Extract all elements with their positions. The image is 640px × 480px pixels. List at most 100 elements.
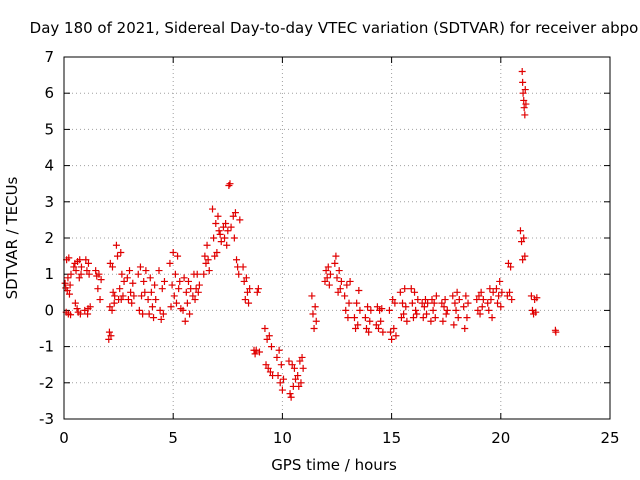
- data-point: [311, 303, 319, 311]
- data-point: [209, 205, 217, 213]
- data-point: [353, 299, 361, 307]
- x-tick-labels: 0 5 10 15 20 25: [59, 429, 619, 447]
- data-point: [255, 348, 263, 356]
- data-point: [421, 296, 429, 304]
- data-point: [402, 303, 410, 311]
- data-point: [64, 274, 72, 282]
- data-point: [516, 227, 524, 235]
- data-point: [176, 277, 184, 285]
- data-point: [326, 270, 334, 278]
- data-point: [170, 292, 178, 300]
- data-point: [451, 299, 459, 307]
- data-point: [552, 328, 560, 336]
- data-point: [251, 350, 259, 358]
- data-point: [299, 364, 307, 372]
- data-point: [309, 310, 317, 318]
- data-point: [365, 328, 373, 336]
- data-point: [67, 311, 75, 319]
- data-point: [438, 299, 446, 307]
- data-point: [455, 296, 463, 304]
- data-point: [387, 328, 395, 336]
- data-point: [332, 252, 340, 260]
- data-point: [379, 328, 387, 336]
- data-point: [414, 296, 422, 304]
- data-point: [245, 299, 253, 307]
- data-point: [94, 285, 102, 293]
- data-point: [331, 259, 339, 267]
- data-point: [403, 317, 411, 325]
- plot-frame: [63, 56, 611, 420]
- data-point: [297, 379, 305, 387]
- data-point: [352, 325, 360, 332]
- data-point: [205, 267, 213, 275]
- data-point: [486, 285, 494, 293]
- data-point: [412, 306, 420, 314]
- data-point: [92, 267, 100, 275]
- data-point: [333, 274, 341, 282]
- data-point: [189, 292, 197, 300]
- data-point: [226, 180, 234, 188]
- y-tick-label: 4: [44, 157, 54, 175]
- data-point: [138, 292, 146, 300]
- data-point: [337, 277, 345, 285]
- data-point: [140, 277, 148, 285]
- data-point: [322, 267, 330, 275]
- data-point: [106, 303, 114, 311]
- data-point: [126, 267, 134, 275]
- data-point: [461, 325, 469, 332]
- data-point: [151, 281, 159, 289]
- data-point: [464, 299, 472, 307]
- data-point: [518, 238, 526, 246]
- data-point: [127, 288, 135, 296]
- x-tick-label: 20: [491, 429, 510, 447]
- data-point: [253, 288, 261, 296]
- data-point: [246, 285, 254, 293]
- data-point: [117, 296, 125, 304]
- y-tick-labels: -3 -2 -1 0 1 2 3 4 5 6 7: [39, 48, 54, 428]
- y-tick-label: -1: [39, 338, 54, 356]
- data-point: [191, 296, 199, 304]
- data-point: [174, 252, 182, 260]
- data-point: [521, 252, 529, 260]
- data-point: [267, 343, 275, 351]
- data-point: [518, 67, 526, 75]
- data-point: [427, 317, 435, 325]
- data-point: [497, 303, 505, 311]
- data-point: [192, 285, 200, 293]
- data-point: [184, 277, 192, 285]
- data-point: [119, 292, 127, 300]
- data-point: [160, 277, 168, 285]
- data-point: [285, 357, 293, 365]
- data-point: [182, 288, 190, 296]
- data-point: [519, 78, 527, 86]
- data-point: [152, 296, 160, 304]
- y-tick-label: 6: [44, 84, 54, 102]
- data-point: [325, 281, 333, 289]
- data-point: [341, 292, 349, 300]
- data-point: [67, 270, 75, 278]
- data-point: [215, 227, 223, 235]
- data-point: [345, 299, 353, 307]
- data-point: [236, 216, 244, 224]
- data-point: [507, 263, 515, 271]
- data-point: [112, 241, 120, 249]
- data-point: [428, 296, 436, 304]
- data-point: [310, 325, 318, 332]
- data-point: [200, 270, 208, 278]
- data-point: [288, 361, 296, 369]
- data-point: [75, 274, 83, 282]
- grid-lines: [64, 57, 610, 419]
- data-point: [70, 263, 78, 271]
- data-point: [224, 227, 232, 235]
- data-point: [408, 299, 416, 307]
- data-point: [167, 303, 175, 311]
- data-point: [105, 328, 113, 336]
- data-point: [117, 248, 125, 256]
- data-point: [290, 364, 298, 372]
- data-point: [86, 303, 94, 311]
- data-point: [203, 241, 211, 249]
- chart-title: Day 180 of 2021, Sidereal Day-to-day VTE…: [30, 19, 639, 37]
- data-point: [216, 230, 224, 238]
- data-point: [420, 303, 428, 311]
- data-point: [390, 325, 398, 332]
